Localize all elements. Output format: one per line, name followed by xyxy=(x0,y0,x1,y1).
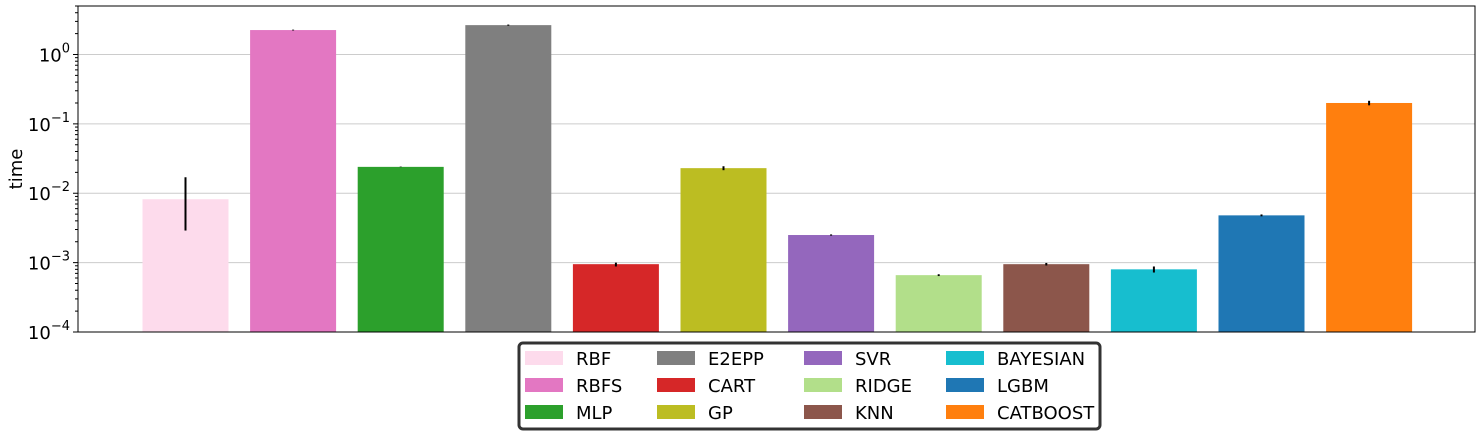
bar-gp xyxy=(680,168,767,332)
bar-e2epp xyxy=(465,25,552,333)
error-bars xyxy=(184,24,1371,277)
legend-swatch-rbfs xyxy=(525,378,563,392)
legend-label-bayesian: BAYESIAN xyxy=(997,349,1085,370)
bar-lgbm xyxy=(1218,215,1305,332)
legend-swatch-bayesian xyxy=(946,351,984,365)
legend-swatch-svr xyxy=(804,351,842,365)
bar-mlp xyxy=(357,166,444,332)
y-tick-label: 10−1 xyxy=(28,111,70,136)
legend-swatch-lgbm xyxy=(946,378,984,392)
legend-swatch-cart xyxy=(657,378,695,392)
legend-label-ridge: RIDGE xyxy=(855,376,912,397)
legend-label-cart: CART xyxy=(708,376,756,397)
bar-rbfs xyxy=(250,30,337,332)
bar-ridge xyxy=(895,275,982,332)
legend-label-rbf: RBF xyxy=(576,349,611,370)
legend-swatch-rbf xyxy=(525,351,563,365)
legend-label-knn: KNN xyxy=(855,403,894,424)
legend-label-svr: SVR xyxy=(855,349,891,370)
bar-bayesian xyxy=(1110,269,1197,332)
legend-label-e2epp: E2EPP xyxy=(708,349,764,370)
legend-label-rbfs: RBFS xyxy=(576,376,622,397)
bar-svr xyxy=(788,235,875,332)
bar-cart xyxy=(572,264,659,332)
legend-swatch-knn xyxy=(804,405,842,419)
legend-swatch-gp xyxy=(657,405,695,419)
legend-items: RBF RBFS MLP E2EPP CART GP SVR RIDGE KNN BAYESIAN… xyxy=(525,349,1095,424)
y-tick-label: 10−3 xyxy=(28,250,70,275)
legend-swatch-e2epp xyxy=(657,351,695,365)
legend-label-lgbm: LGBM xyxy=(997,376,1049,397)
legend-label-gp: GP xyxy=(708,403,733,424)
legend-swatch-catboost xyxy=(946,405,984,419)
legend-swatch-mlp xyxy=(525,405,563,419)
legend-label-catboost: CATBOOST xyxy=(997,403,1095,424)
legend: RBF RBFS MLP E2EPP CART GP SVR RIDGE KNN BAYESIAN… xyxy=(517,341,1102,431)
legend-label-mlp: MLP xyxy=(576,403,613,424)
bars xyxy=(142,25,1413,333)
y-tick-label: 10−2 xyxy=(28,180,70,205)
bar-catboost xyxy=(1326,102,1413,333)
y-tick-label: 100 xyxy=(39,41,70,66)
plot-frame xyxy=(77,5,1476,333)
bar-knn xyxy=(1003,264,1090,332)
legend-swatch-ridge xyxy=(804,378,842,392)
y-axis-ticks: 10−4 10−3 10−2 10−1 100 xyxy=(28,5,78,344)
y-axis-label: time xyxy=(6,149,27,190)
y-tick-label: 10−4 xyxy=(28,319,70,344)
